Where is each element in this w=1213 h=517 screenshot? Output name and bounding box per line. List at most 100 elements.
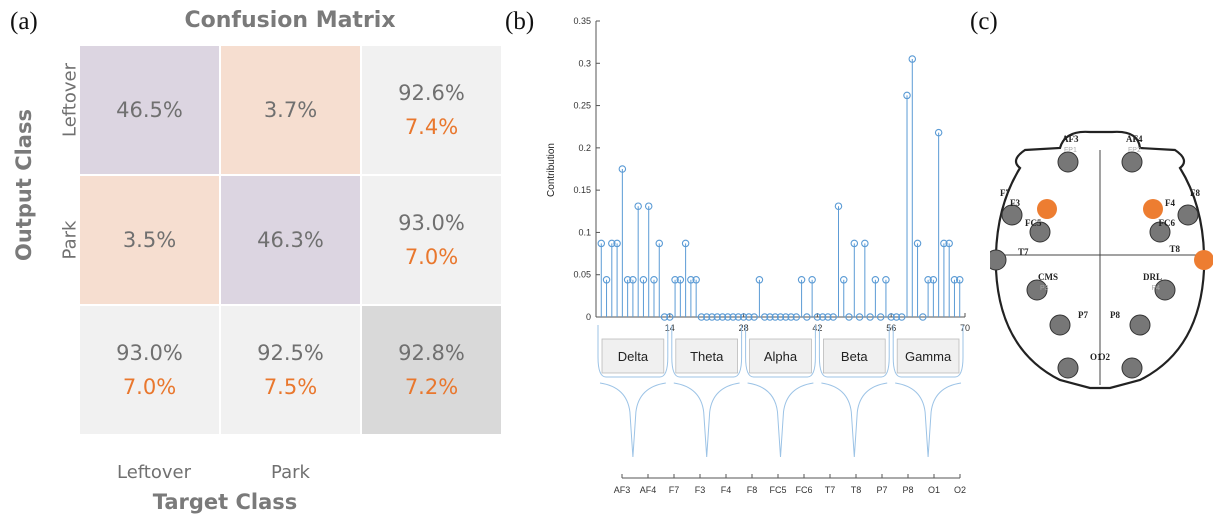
band-label-beta: Beta: [841, 349, 869, 364]
y-tick-label: 0.35: [573, 16, 591, 26]
stem-marker: [776, 313, 785, 321]
channel-label: F7: [669, 485, 680, 495]
stem-marker: [861, 239, 869, 248]
target-class-title: Target Class: [152, 490, 298, 514]
band-box: [822, 338, 886, 374]
stem-marker: [608, 239, 616, 248]
stem-marker: [929, 276, 938, 284]
electrode-cms-dot: [1026, 279, 1048, 301]
stem-marker: [623, 276, 632, 284]
electrode-cms-sublabel: P3: [1040, 285, 1049, 292]
stem-marker: [613, 239, 621, 248]
y-tick-label: 0.3: [578, 58, 591, 68]
electrode-af4-label: AF4: [1126, 134, 1143, 144]
stem-marker: [834, 202, 843, 210]
stem-marker: [681, 239, 690, 248]
electrode-cms-label: CMS: [1038, 272, 1058, 282]
stem-marker: [724, 313, 732, 321]
stem-marker: [692, 276, 700, 284]
electrode-f7-label: F7: [1000, 188, 1010, 198]
electrode-f4-label: F4: [1165, 198, 1175, 208]
electrode-t7-dot: [990, 249, 1007, 271]
electrode-p7-dot: [1049, 314, 1071, 336]
stem-marker: [950, 276, 959, 284]
contribution-chart: 0 0.05 0.1 0.15 0.2 0.25 0.3 0.35 14 28 42 56 70 Delt…: [546, 16, 970, 495]
stem-marker: [644, 202, 653, 210]
panel-label-b: (b): [505, 8, 535, 35]
stem-marker: [745, 313, 753, 321]
electrode-p8-dot: [1129, 314, 1151, 336]
electrode-af4-dot: [1121, 151, 1143, 173]
electrode-t8-label: T8: [1169, 244, 1180, 254]
stem-marker: [708, 313, 716, 321]
electrode-o2-dot: [1121, 357, 1143, 379]
stem-marker: [813, 313, 822, 321]
electrode-fc6-label: FC6: [1159, 218, 1176, 228]
electrode-af3-dot: [1057, 151, 1079, 173]
channel-label: P8: [902, 485, 913, 495]
stem-marker: [866, 313, 874, 321]
band-bracket: [745, 325, 816, 378]
channel-label: FC6: [795, 485, 812, 495]
stem-marker: [824, 313, 832, 321]
row-label-leftover: Leftover: [59, 63, 81, 138]
stem-marker: [713, 313, 721, 321]
stem-marker: [750, 313, 758, 321]
stem-marker: [876, 313, 885, 321]
electrode-af3-sublabel: FP1: [1064, 147, 1077, 154]
stem-marker: [840, 276, 848, 284]
band-bracket: [818, 325, 890, 378]
band-label-gamma: Gamma: [905, 349, 952, 364]
band-label-alpha: Alpha: [764, 349, 798, 364]
y-tick-label: 0.2: [578, 143, 591, 153]
y-tick-label: 0.25: [573, 101, 591, 111]
band-brace: [673, 382, 740, 458]
electrode-af4-sublabel: FP2: [1128, 147, 1141, 154]
y-axis-label: Contribution: [546, 143, 557, 197]
band-label-theta: Theta: [690, 349, 724, 364]
band-bracket: [597, 325, 669, 378]
stem-marker: [771, 313, 779, 321]
stem-marker: [797, 276, 806, 284]
stem-marker: [855, 313, 864, 321]
electrode-t7-label: T7: [1018, 247, 1029, 257]
channel-label: T7: [825, 485, 836, 495]
stem-marker: [766, 313, 774, 321]
x-tick-label: 56: [886, 323, 896, 333]
channel-label: F4: [721, 485, 732, 495]
cm-cell-r1c1: 46.3%: [221, 176, 360, 304]
cm-cell-r1c2: 93.0% 7.0%: [362, 176, 501, 304]
band-box: [749, 338, 812, 374]
cm-cell-r2c1: 92.5% 7.5%: [221, 306, 360, 434]
stem-marker: [945, 239, 953, 248]
stem-marker: [903, 91, 911, 100]
stem-marker: [892, 313, 901, 321]
cm-cell-r2c0: 93.0% 7.0%: [80, 306, 219, 434]
channel-label: AF4: [640, 485, 657, 495]
y-tick-label: 0.15: [573, 185, 591, 195]
stem-marker: [618, 165, 627, 173]
electrode-f4-dot: [1143, 199, 1163, 219]
stem-marker: [760, 313, 769, 321]
y-tick-label: 0: [586, 312, 591, 322]
stem-marker: [850, 239, 859, 248]
stem-marker: [639, 276, 648, 284]
stem-marker: [940, 239, 948, 248]
stem-marker: [897, 313, 906, 321]
electrode-drl-dot: [1154, 279, 1176, 301]
stem-marker: [650, 276, 658, 284]
electrode-o1-label: O1: [1090, 352, 1102, 362]
channel-label: T8: [851, 485, 862, 495]
band-brace: [599, 382, 666, 458]
stem-marker: [924, 276, 932, 284]
electrode-af3-label: AF3: [1062, 134, 1079, 144]
stem-marker: [671, 276, 679, 284]
electrode-f7-dot: [1001, 204, 1023, 226]
electrode-o2-label: O2: [1098, 352, 1110, 362]
row-label-park: Park: [59, 220, 81, 260]
output-class-title: Output Class: [12, 109, 36, 261]
cm-cell-r2c2: 92.8% 7.2%: [362, 306, 501, 434]
stem-marker: [908, 55, 917, 63]
stem-marker: [676, 276, 685, 284]
electrode-fc6-dot: [1149, 221, 1171, 243]
